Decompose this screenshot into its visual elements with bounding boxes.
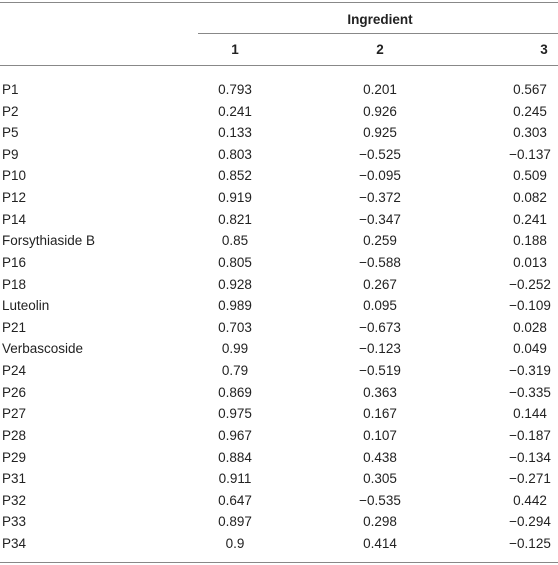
- cell: 0.647: [218, 492, 252, 508]
- cell: 0.928: [218, 276, 252, 292]
- cell: −0.294: [509, 514, 551, 530]
- row-label: Luteolin: [2, 298, 50, 314]
- cell: 0.79: [221, 363, 249, 379]
- row-label: P5: [2, 125, 19, 141]
- cell: 0.869: [218, 384, 252, 400]
- cell: 0.803: [218, 146, 252, 162]
- cell: 0.509: [513, 168, 547, 184]
- row-label: P31: [2, 471, 27, 487]
- cell: 0.442: [513, 492, 547, 508]
- row-label: P26: [2, 384, 27, 400]
- row-label: P21: [2, 319, 27, 335]
- cell: 0.298: [363, 514, 397, 530]
- cell: 0.363: [363, 384, 397, 400]
- row-label: P12: [2, 190, 27, 206]
- column-header: 1: [231, 42, 239, 57]
- group-rule: [198, 33, 558, 34]
- cell: −0.525: [359, 146, 401, 162]
- row-label: P27: [2, 406, 27, 422]
- cell: 0.438: [363, 449, 397, 465]
- cell: −0.673: [359, 319, 401, 335]
- row-label: P32: [2, 492, 27, 508]
- row-label: P10: [2, 168, 27, 184]
- cell: −0.319: [509, 363, 551, 379]
- column-header: 3: [540, 42, 548, 57]
- cell: −0.252: [509, 276, 551, 292]
- cell: 0.188: [513, 233, 547, 249]
- cell: 0.049: [513, 341, 547, 357]
- cell: 0.989: [218, 298, 252, 314]
- header-rule: [0, 65, 558, 66]
- cell: −0.125: [509, 536, 551, 552]
- row-label: P28: [2, 427, 27, 443]
- cell: 0.133: [218, 125, 252, 141]
- cell: 0.013: [513, 254, 547, 270]
- cell: 0.241: [513, 211, 547, 227]
- row-label: P34: [2, 536, 27, 552]
- cell: 0.897: [218, 514, 252, 530]
- cell: 0.967: [218, 427, 252, 443]
- cell: −0.095: [359, 168, 401, 184]
- cell: 0.303: [513, 125, 547, 141]
- row-label: P9: [2, 146, 19, 162]
- cell: −0.535: [359, 492, 401, 508]
- cell: 0.975: [218, 406, 252, 422]
- cell: −0.588: [359, 254, 401, 270]
- cell: 0.925: [363, 125, 397, 141]
- cell: 0.241: [218, 103, 252, 119]
- cell: 0.144: [513, 406, 547, 422]
- cell: 0.9: [225, 536, 245, 552]
- cell: 0.167: [363, 406, 397, 422]
- row-label: P29: [2, 449, 27, 465]
- cell: 0.85: [221, 233, 249, 249]
- column-header: 2: [376, 42, 384, 57]
- cell: 0.107: [363, 427, 397, 443]
- cell: 0.793: [218, 82, 252, 97]
- row-label: P2: [2, 103, 19, 119]
- cell: 0.567: [513, 82, 547, 97]
- cell: 0.821: [218, 211, 252, 227]
- top-rule: [0, 2, 558, 3]
- row-label: P16: [2, 254, 27, 270]
- row-label: P1: [2, 82, 19, 97]
- row-label: Verbascoside: [2, 341, 84, 357]
- cell: −0.372: [359, 190, 401, 206]
- cell: −0.137: [509, 146, 551, 162]
- bottom-rule: [0, 562, 558, 563]
- cell: 0.305: [363, 471, 397, 487]
- cell: 0.805: [218, 254, 252, 270]
- cell: −0.347: [359, 211, 401, 227]
- cell: 0.852: [218, 168, 252, 184]
- cell: −0.335: [509, 384, 551, 400]
- cell: 0.414: [363, 536, 397, 552]
- cell: 0.703: [218, 319, 252, 335]
- row-label: P33: [2, 514, 27, 530]
- cell: 0.926: [363, 103, 397, 119]
- cell: 0.082: [513, 190, 547, 206]
- cell: 0.99: [221, 341, 249, 357]
- cell: 0.201: [363, 82, 397, 97]
- row-label: P24: [2, 363, 27, 379]
- cell: −0.187: [509, 427, 551, 443]
- row-label: Forsythiaside B: [2, 233, 96, 249]
- row-label: P14: [2, 211, 27, 227]
- cell: 0.095: [363, 298, 397, 314]
- cell: 0.884: [218, 449, 252, 465]
- cell: 0.259: [363, 233, 397, 249]
- row-label: P18: [2, 276, 27, 292]
- group-header: Ingredient: [347, 12, 413, 27]
- cell: −0.271: [509, 471, 551, 487]
- cell: 0.919: [218, 190, 252, 206]
- cell: 0.267: [363, 276, 397, 292]
- cell: 0.245: [513, 103, 547, 119]
- cell: 0.911: [218, 471, 252, 487]
- cell: −0.123: [359, 341, 401, 357]
- cell: −0.134: [509, 449, 551, 465]
- cell: −0.109: [509, 298, 551, 314]
- cell: −0.519: [359, 363, 401, 379]
- cell: 0.028: [513, 319, 547, 335]
